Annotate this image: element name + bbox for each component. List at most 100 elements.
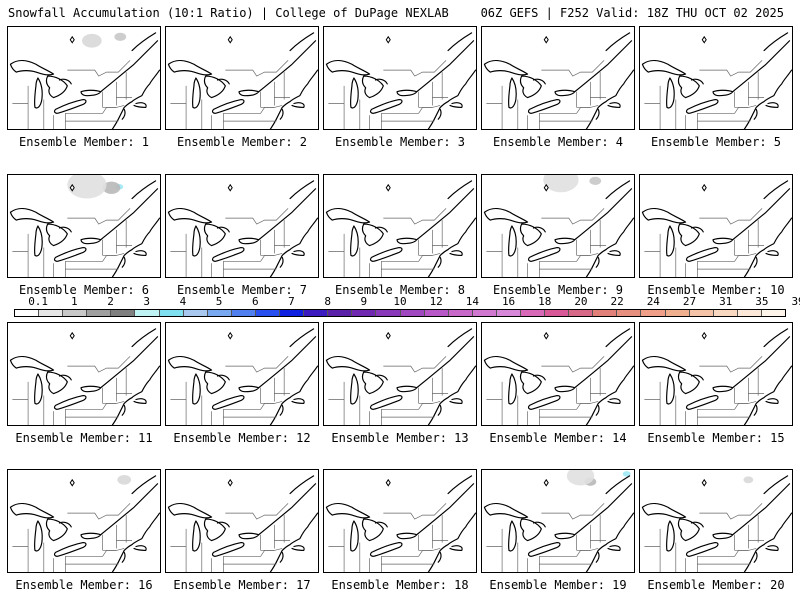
snowfall-contour <box>543 175 579 193</box>
colorbar-segment <box>448 310 473 316</box>
colorbar-segment <box>593 310 618 316</box>
ensemble-basemap <box>325 475 476 572</box>
ensemble-basemap <box>641 328 792 425</box>
ensemble-basemap <box>641 180 792 277</box>
colorbar-segment <box>304 310 329 316</box>
ensemble-basemap <box>641 32 792 129</box>
colorbar-segment <box>569 310 594 316</box>
ensemble-member-label: Ensemble Member: 20 <box>647 578 785 592</box>
colorbar-tick-label: 24 <box>646 295 660 308</box>
snowfall-contour <box>566 470 595 486</box>
snowfall-colorbar <box>14 309 786 317</box>
snowfall-contour <box>743 476 754 484</box>
ensemble-member-label: Ensemble Member: 10 <box>647 283 785 297</box>
ensemble-member-label: Ensemble Member: 9 <box>492 283 624 297</box>
ensemble-basemap <box>9 32 160 129</box>
colorbar-segment <box>135 310 160 316</box>
ensemble-member-label: Ensemble Member: 3 <box>334 135 466 149</box>
colorbar-tick-label: 0.1 <box>28 295 49 308</box>
colorbar-segment <box>207 310 232 316</box>
colorbar-segment <box>255 310 281 316</box>
snowfall-contour <box>102 181 121 194</box>
ensemble-map-panel <box>165 174 319 278</box>
colorbar-segment <box>183 310 208 316</box>
colorbar-tick-label: 9 <box>360 295 368 308</box>
colorbar-segment <box>641 310 666 316</box>
colorbar-segment <box>520 310 546 316</box>
ensemble-basemap <box>483 470 634 572</box>
ensemble-member-label: Ensemble Member: 17 <box>173 578 311 592</box>
ensemble-member-label: Ensemble Member: 1 <box>18 135 150 149</box>
colorbar-segment <box>400 310 425 316</box>
colorbar-segment <box>231 310 256 316</box>
snowfall-contour <box>589 176 602 186</box>
colorbar-segment <box>87 310 112 316</box>
ensemble-basemap <box>167 328 318 425</box>
ensemble-map-panel <box>639 26 793 130</box>
colorbar-segment <box>15 310 40 316</box>
colorbar-segment <box>761 310 785 316</box>
ensemble-basemap <box>483 175 634 277</box>
colorbar-tick-label: 35 <box>755 295 769 308</box>
ensemble-map-panel <box>639 469 793 573</box>
ensemble-member-label: Ensemble Member: 4 <box>492 135 624 149</box>
colorbar-tick-label: 10 <box>393 295 407 308</box>
ensemble-map-panel <box>481 26 635 130</box>
ensemble-map-panel <box>7 26 161 130</box>
ensemble-basemap <box>9 475 160 572</box>
ensemble-basemap <box>483 328 634 425</box>
ensemble-member-label: Ensemble Member: 6 <box>18 283 150 297</box>
ensemble-member-label: Ensemble Member: 5 <box>650 135 782 149</box>
colorbar-segment <box>352 310 377 316</box>
ensemble-member-label: Ensemble Member: 7 <box>176 283 308 297</box>
colorbar-tick-label: 16 <box>501 295 516 308</box>
ensemble-basemap <box>9 328 160 425</box>
colorbar-tick-label: 18 <box>538 295 552 308</box>
ensemble-map-panel <box>639 174 793 278</box>
colorbar-segment <box>545 310 570 316</box>
colorbar-segment <box>713 310 738 316</box>
colorbar-segment <box>737 310 762 316</box>
snowfall-contour <box>117 475 132 485</box>
snowfall-contour <box>114 32 127 41</box>
colorbar-tick-label: 3 <box>143 295 150 308</box>
snowfall-contour <box>82 33 102 48</box>
ensemble-map-panel <box>7 174 161 278</box>
ensemble-map-panel <box>165 322 319 426</box>
colorbar-segment <box>665 310 690 316</box>
ensemble-basemap <box>483 32 634 129</box>
ensemble-member-label: Ensemble Member: 2 <box>176 135 308 149</box>
colorbar-tick-label: 27 <box>682 295 697 308</box>
ensemble-member-label: Ensemble Member: 12 <box>173 431 311 445</box>
map-title: Snowfall Accumulation (10:1 Ratio) | Col… <box>8 6 449 20</box>
ensemble-member-label: Ensemble Member: 19 <box>489 578 627 592</box>
colorbar-tick-label: 20 <box>574 295 588 308</box>
ensemble-map-panel <box>165 469 319 573</box>
ensemble-basemap <box>641 475 792 572</box>
colorbar-segment <box>159 310 184 316</box>
ensemble-basemap <box>325 328 476 425</box>
colorbar-tick-label: 8 <box>324 295 331 308</box>
colorbar-segment <box>280 310 305 316</box>
colorbar-segment <box>376 310 401 316</box>
ensemble-member-label: Ensemble Member: 16 <box>15 578 153 592</box>
colorbar-segment <box>689 310 714 316</box>
ensemble-map-panel <box>323 174 477 278</box>
ensemble-map-panel <box>165 26 319 130</box>
ensemble-member-label: Ensemble Member: 8 <box>334 283 466 297</box>
ensemble-basemap <box>167 475 318 572</box>
colorbar-tick-label: 1 <box>71 295 78 308</box>
ensemble-member-label: Ensemble Member: 18 <box>331 578 469 592</box>
colorbar-segment <box>328 310 353 316</box>
ensemble-basemap <box>167 32 318 129</box>
colorbar-tick-label: 39 <box>791 295 800 308</box>
snowfall-contour <box>622 471 631 477</box>
colorbar-segment <box>496 310 521 316</box>
ensemble-map-panel <box>323 322 477 426</box>
colorbar-tick-label: 7 <box>288 295 295 308</box>
colorbar-tick-label: 4 <box>179 295 187 308</box>
colorbar-tick-labels: 0.1123456789101214161820222427313539 <box>14 295 800 308</box>
colorbar-segment <box>63 310 88 316</box>
colorbar-segment <box>111 310 136 316</box>
ensemble-map-panel <box>481 322 635 426</box>
